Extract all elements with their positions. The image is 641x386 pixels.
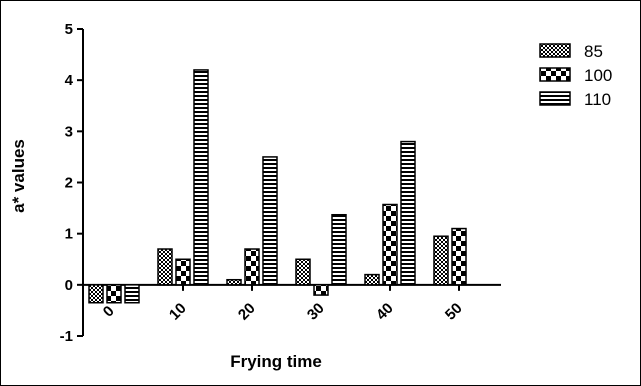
x-tick-label: 50 bbox=[442, 300, 466, 324]
bar-100-10 bbox=[175, 258, 191, 286]
legend-swatch-100 bbox=[539, 67, 571, 82]
legend-swatch-85 bbox=[539, 43, 571, 58]
y-tick-label: 0 bbox=[65, 277, 73, 294]
legend-label-85: 85 bbox=[584, 42, 603, 61]
y-tick-label: 2 bbox=[65, 175, 73, 192]
bar-100-30 bbox=[313, 284, 329, 296]
y-tick-label: -1 bbox=[60, 328, 73, 345]
axes bbox=[77, 28, 501, 337]
legend-swatch-110 bbox=[539, 91, 571, 106]
bar-85-0 bbox=[88, 284, 104, 304]
bar-100-0 bbox=[106, 284, 122, 304]
x-tick-labels: 0 10 20 30 40 50 bbox=[100, 300, 466, 324]
y-tick-label: 4 bbox=[65, 72, 74, 89]
y-axis-title: a* values bbox=[9, 139, 28, 213]
x-tick-label: 30 bbox=[304, 300, 328, 324]
bar-100-20 bbox=[244, 248, 260, 286]
x-axis-title: Frying time bbox=[230, 352, 322, 371]
x-tick-label: 40 bbox=[373, 300, 397, 324]
bar-110-20 bbox=[262, 156, 278, 286]
y-tick-label: 3 bbox=[65, 123, 73, 140]
y-tick-labels: -1 0 1 2 3 4 5 bbox=[60, 21, 74, 345]
x-tick-label: 10 bbox=[166, 300, 190, 324]
bar-110-40 bbox=[400, 140, 416, 286]
legend-label-100: 100 bbox=[584, 66, 612, 85]
y-tick-label: 1 bbox=[65, 226, 73, 243]
x-tick-label: 20 bbox=[235, 300, 259, 324]
x-tick-label: 0 bbox=[100, 303, 118, 321]
bar-110-10 bbox=[193, 69, 209, 286]
bar-110-30 bbox=[331, 213, 347, 286]
bar-85-40 bbox=[364, 273, 380, 286]
bar-100-50 bbox=[451, 227, 467, 286]
bar-85-20 bbox=[226, 278, 242, 286]
bar-110-0 bbox=[124, 284, 140, 304]
legend: 85 100 110 bbox=[539, 42, 612, 109]
legend-label-110: 110 bbox=[584, 90, 611, 109]
bar-85-10 bbox=[157, 248, 173, 286]
y-tick-label: 5 bbox=[65, 21, 73, 38]
bar-100-40 bbox=[382, 203, 398, 286]
bar-85-50 bbox=[433, 235, 449, 286]
bar-85-30 bbox=[295, 258, 311, 286]
bars bbox=[88, 69, 467, 304]
